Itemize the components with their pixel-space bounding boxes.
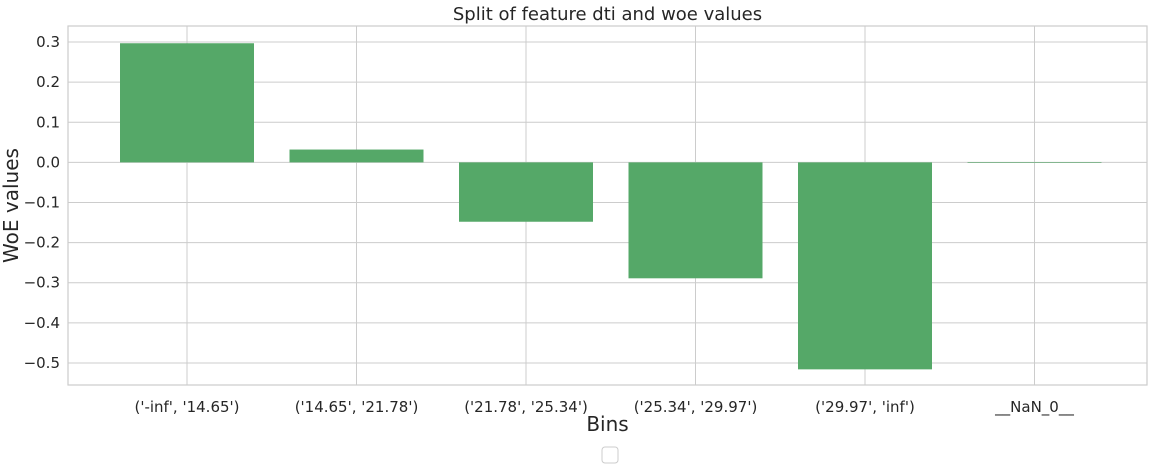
plot-frame — [67, 25, 1148, 386]
x-tick-label: ('29.97', 'inf') — [815, 398, 915, 416]
y-tick-labels: 0.3 0.2 0.1 0.0 −0.1 −0.2 −0.3 −0.4 −0.5 — [24, 33, 60, 372]
y-tick-label: 0.3 — [36, 33, 60, 51]
x-axis-title: Bins — [586, 412, 628, 436]
bar — [798, 162, 932, 370]
bar — [289, 149, 424, 163]
y-tick-label: −0.1 — [24, 193, 60, 211]
bar — [967, 162, 1102, 163]
y-tick-label: −0.2 — [24, 234, 60, 252]
x-tick-label: ('14.65', '21.78') — [295, 398, 419, 416]
bar — [120, 43, 254, 163]
chart-title: Split of feature dti and woe values — [453, 4, 762, 25]
y-tick-label: 0.0 — [36, 153, 60, 171]
legend-box — [601, 446, 619, 464]
bar — [459, 162, 593, 222]
y-tick-label: −0.3 — [24, 274, 60, 292]
y-tick-label: −0.4 — [24, 314, 60, 332]
y-axis-title: WoE values — [0, 148, 23, 263]
bars — [120, 43, 1102, 370]
x-tick-label: ('21.78', '25.34') — [464, 398, 588, 416]
x-tick-label: ('25.34', '29.97') — [634, 398, 758, 416]
y-tick-label: 0.2 — [36, 73, 60, 91]
y-tick-label: 0.1 — [36, 113, 60, 131]
x-tick-label: __NaN_0__ — [994, 398, 1074, 417]
y-tick-label: −0.5 — [24, 354, 60, 372]
bar — [628, 162, 763, 279]
x-tick-labels: ('-inf', '14.65') ('14.65', '21.78') ('21.… — [134, 398, 1074, 417]
x-tick-label: ('-inf', '14.65') — [134, 398, 239, 416]
